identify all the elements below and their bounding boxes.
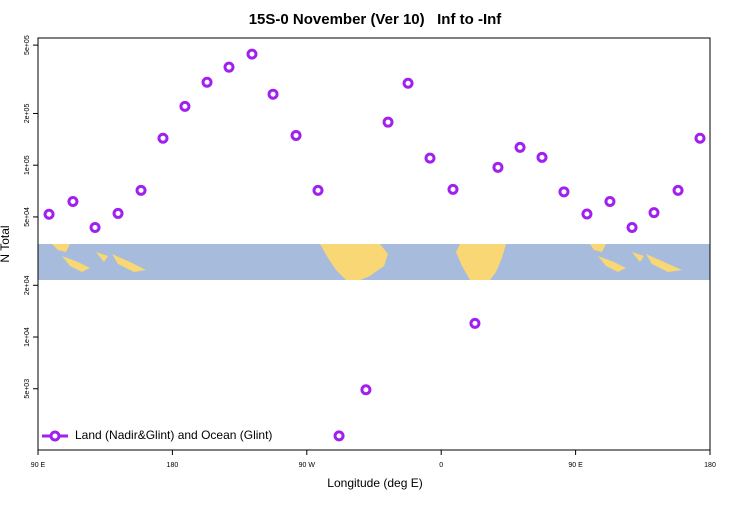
point	[672, 184, 684, 196]
point	[382, 116, 394, 128]
point	[157, 132, 169, 144]
x-tick-label: 180	[704, 462, 716, 469]
land	[320, 244, 388, 280]
point	[694, 132, 706, 144]
y-tick-label: 5e+03	[24, 379, 31, 399]
point	[360, 384, 372, 396]
x-tick-label: 90 W	[299, 462, 316, 469]
x-tick-label: 90 E	[31, 462, 46, 469]
point	[112, 207, 124, 219]
point	[89, 221, 101, 233]
point	[604, 195, 616, 207]
point	[492, 161, 504, 173]
point	[447, 183, 459, 195]
y-tick-label: 1e+04	[24, 327, 31, 347]
point	[246, 48, 258, 60]
point	[626, 221, 638, 233]
point	[536, 151, 548, 163]
land	[456, 244, 506, 280]
legend-label: Land (Nadir&Glint) and Ocean (Glint)	[75, 428, 272, 442]
y-tick-label: 2e+05	[24, 104, 31, 124]
point	[223, 61, 235, 73]
y-axis-label: N Total	[0, 225, 12, 262]
point	[201, 76, 213, 88]
y-tick-label: 5e+04	[24, 207, 31, 227]
point	[43, 208, 55, 220]
point	[267, 88, 279, 100]
y-tick-label: 1e+05	[24, 155, 31, 175]
legend-marker	[49, 430, 61, 442]
x-tick-label: 0	[439, 462, 443, 469]
point	[67, 195, 79, 207]
point	[290, 129, 302, 141]
point	[135, 184, 147, 196]
map-band	[38, 244, 710, 280]
y-tick-label: 2e+04	[24, 275, 31, 295]
point	[333, 430, 345, 442]
point	[424, 152, 436, 164]
x-tick-label: 90 E	[568, 462, 583, 469]
point	[648, 207, 660, 219]
y-tick-label: 5e+05	[24, 35, 31, 55]
x-axis-label: Longitude (deg E)	[327, 476, 422, 490]
point	[179, 100, 191, 112]
land	[590, 244, 682, 272]
point	[581, 208, 593, 220]
point	[469, 317, 481, 329]
point	[514, 141, 526, 153]
point	[312, 184, 324, 196]
chart-title: 15S-0 November (Ver 10) Inf to -Inf	[249, 11, 503, 28]
point	[402, 77, 414, 89]
point	[558, 186, 570, 198]
plot-frame	[37, 37, 711, 451]
x-tick-label: 180	[167, 462, 179, 469]
land	[52, 244, 146, 272]
